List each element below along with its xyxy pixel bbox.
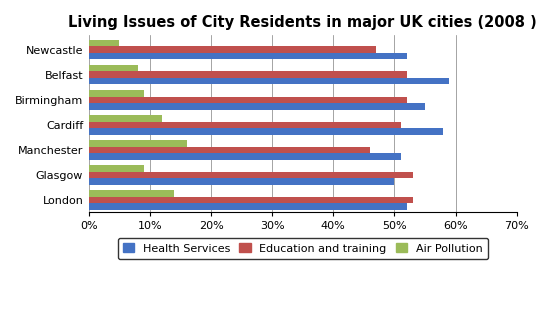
Bar xyxy=(89,90,144,97)
Bar xyxy=(89,122,400,128)
Bar xyxy=(89,78,449,84)
Title: Living Issues of City Residents in major UK cities (2008 ): Living Issues of City Residents in major… xyxy=(69,15,537,30)
Legend: Health Services, Education and training, Air Pollution: Health Services, Education and training,… xyxy=(118,238,488,259)
Bar xyxy=(89,178,394,185)
Bar xyxy=(89,190,175,197)
Bar xyxy=(89,165,144,172)
Bar xyxy=(89,140,187,147)
Bar xyxy=(89,53,406,59)
Bar xyxy=(89,97,406,103)
Bar xyxy=(89,65,138,72)
Bar xyxy=(89,172,413,178)
Bar xyxy=(89,47,376,53)
Bar xyxy=(89,103,425,109)
Bar xyxy=(89,40,119,47)
Bar xyxy=(89,147,370,153)
Bar xyxy=(89,203,406,210)
Bar xyxy=(89,197,413,203)
Bar xyxy=(89,72,406,78)
Bar xyxy=(89,115,162,122)
Bar xyxy=(89,128,443,134)
Bar xyxy=(89,153,400,160)
